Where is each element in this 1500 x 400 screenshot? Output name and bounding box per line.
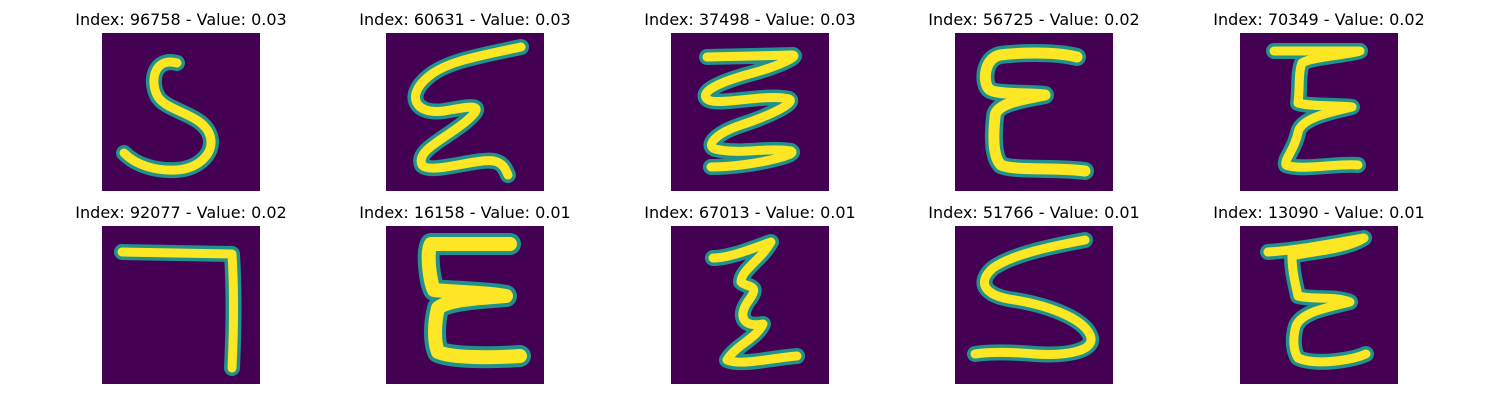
panel-title: Index: 92077 - Value: 0.02 <box>75 203 287 222</box>
panel-title: Index: 51766 - Value: 0.01 <box>928 203 1140 222</box>
image-panel: Index: 16158 - Value: 0.01 <box>335 204 595 389</box>
glyph-image <box>386 226 544 384</box>
panel-title: Index: 13090 - Value: 0.01 <box>1213 203 1425 222</box>
glyph-stroke-core <box>1269 46 1365 172</box>
glyph-image <box>955 33 1113 191</box>
image-panel: Index: 96758 - Value: 0.03 <box>51 11 311 196</box>
glyph-image <box>102 226 260 384</box>
panel-title: Index: 60631 - Value: 0.03 <box>359 10 571 29</box>
glyph-image <box>386 33 544 191</box>
glyph-image <box>102 33 260 191</box>
glyph-stroke-core <box>970 235 1096 359</box>
panel-title: Index: 56725 - Value: 0.02 <box>928 10 1140 29</box>
glyph-image <box>955 226 1113 384</box>
glyph-stroke-core <box>117 247 238 373</box>
glyph-stroke-core <box>1263 233 1371 367</box>
image-panel: Index: 60631 - Value: 0.03 <box>335 11 595 196</box>
glyph-stroke-core <box>979 47 1091 177</box>
glyph-stroke-core <box>700 50 799 172</box>
panel-title: Index: 70349 - Value: 0.02 <box>1213 10 1425 29</box>
glyph-stroke-core <box>421 237 527 365</box>
image-panel: Index: 67013 - Value: 0.01 <box>620 204 880 389</box>
image-panel: Index: 13090 - Value: 0.01 <box>1189 204 1449 389</box>
glyph-image <box>671 226 829 384</box>
image-panel: Index: 92077 - Value: 0.02 <box>51 204 311 389</box>
panel-title: Index: 16158 - Value: 0.01 <box>359 203 571 222</box>
glyph-image <box>671 33 829 191</box>
glyph-stroke-core <box>119 57 216 175</box>
glyph-stroke-core <box>411 42 526 180</box>
image-panel: Index: 51766 - Value: 0.01 <box>904 204 1164 389</box>
glyph-image <box>1240 226 1398 384</box>
image-panel: Index: 70349 - Value: 0.02 <box>1189 11 1449 196</box>
panel-title: Index: 37498 - Value: 0.03 <box>644 10 856 29</box>
glyph-stroke-core <box>708 237 802 367</box>
glyph-image <box>1240 33 1398 191</box>
image-panel: Index: 37498 - Value: 0.03 <box>620 11 880 196</box>
panel-title: Index: 96758 - Value: 0.03 <box>75 10 287 29</box>
image-panel: Index: 56725 - Value: 0.02 <box>904 11 1164 196</box>
panel-title: Index: 67013 - Value: 0.01 <box>644 203 856 222</box>
